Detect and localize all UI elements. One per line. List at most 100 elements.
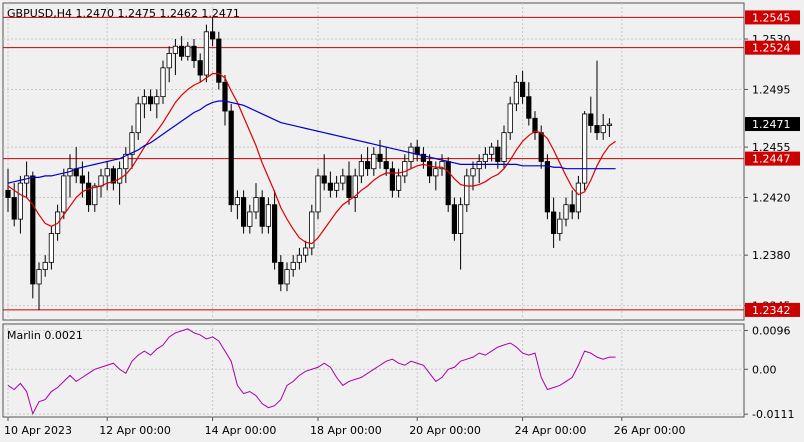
candle-body <box>197 60 203 76</box>
candle-body <box>538 132 544 162</box>
candle-body <box>240 197 247 227</box>
candle-body <box>247 211 253 227</box>
oscillator-polyline <box>7 328 616 416</box>
candle-body <box>141 96 147 105</box>
candle-body <box>228 110 234 206</box>
oscillator-title: Marlin 0.0021 <box>7 329 83 342</box>
candle-body <box>582 113 588 184</box>
candle-body <box>569 204 575 213</box>
level-tag <box>745 40 800 55</box>
osc-tick-label: 0.0096 <box>752 324 791 337</box>
candle-body <box>302 247 309 256</box>
candle-body <box>588 113 594 126</box>
candle-body <box>209 31 216 40</box>
candle-body <box>563 204 569 220</box>
candle-body <box>5 189 11 198</box>
candle-body <box>129 132 135 155</box>
candle-body <box>284 269 290 285</box>
candle-body <box>451 204 458 234</box>
candle-body <box>98 175 104 187</box>
candle-body <box>364 161 371 170</box>
candles <box>5 17 613 310</box>
candle-body <box>575 182 582 213</box>
candle-body <box>551 211 557 234</box>
candle-body <box>110 168 116 184</box>
candle-body <box>253 197 259 213</box>
candle-body <box>352 175 358 198</box>
moving-average-line <box>7 73 616 245</box>
price-tick-label: 1.2420 <box>752 192 791 205</box>
oscillator-panel-frame <box>2 323 745 418</box>
candle-body <box>526 96 532 119</box>
candle-body <box>482 153 489 162</box>
oscillator-axis: 0.0096 0.00 -0.0111 <box>744 324 794 421</box>
symbol-header: GBPUSD,H4 1.2470 1.2475 1.2462 1.2471 <box>7 7 240 20</box>
candle-body <box>271 204 278 263</box>
candle-body <box>290 261 296 270</box>
candle-body <box>389 168 396 191</box>
candle-body <box>606 123 613 126</box>
price-tick-label: 1.2380 <box>752 249 791 262</box>
candle-body <box>309 211 315 249</box>
candle-body <box>327 182 334 191</box>
candle-body <box>544 161 551 213</box>
candle-body <box>86 182 92 206</box>
current-price-tag <box>745 117 800 132</box>
candle-body <box>48 233 55 263</box>
candle-body <box>408 146 414 162</box>
price-tick-label: 1.2495 <box>752 83 791 96</box>
candle-body <box>234 197 240 206</box>
candle-body <box>457 204 464 234</box>
candle-body <box>172 45 178 54</box>
candle-body <box>464 175 470 206</box>
time-tick-label: 24 Apr 00:00 <box>515 424 587 437</box>
moving-averages <box>7 73 616 245</box>
candle-body <box>42 261 48 270</box>
candle-body <box>296 254 303 263</box>
candle-body <box>520 81 526 98</box>
level-tag <box>745 302 800 317</box>
candle-body <box>154 96 160 105</box>
candle-body <box>117 168 123 184</box>
candle-body <box>321 175 327 184</box>
candle-body <box>203 31 209 76</box>
candle-body <box>147 96 154 105</box>
candle-body <box>420 153 427 162</box>
candle-body <box>557 218 563 234</box>
candle-body <box>495 146 501 162</box>
time-tick-label: 20 Apr 00:00 <box>409 424 481 437</box>
price-panel[interactable]: GBPUSD,H4 1.2470 1.2475 1.2462 1.2471 <box>2 2 745 321</box>
osc-tick-label: 0.00 <box>752 363 777 376</box>
candle-body <box>507 103 513 134</box>
candle-body <box>340 175 346 184</box>
candle-body <box>265 204 272 227</box>
candle-body <box>166 53 172 69</box>
candle-body <box>358 161 365 177</box>
candle-body <box>594 125 600 134</box>
price-tag-labels: 1.2545 1.2524 1.2447 1.2342 1.2471 <box>745 10 800 317</box>
candle-body <box>470 168 476 177</box>
candle-body <box>445 161 451 206</box>
candle-body <box>216 38 222 83</box>
candle-body <box>439 161 445 170</box>
level-tag-label: 1.2545 <box>752 11 791 24</box>
candle-body <box>160 67 166 98</box>
candle-body <box>414 146 420 155</box>
oscillator-panel[interactable]: Marlin 0.0021 <box>2 323 745 418</box>
candle-body <box>600 125 606 134</box>
time-tick-label: 26 Apr 00:00 <box>614 424 686 437</box>
candle-body <box>513 81 520 105</box>
time-tick-label: 18 Apr 00:00 <box>310 424 382 437</box>
oscillator-grid <box>3 324 744 417</box>
level-tag <box>745 10 800 25</box>
candle-body <box>346 175 352 198</box>
candle-body <box>402 161 408 177</box>
moving-average-line <box>7 100 616 184</box>
level-tag <box>745 151 800 166</box>
candle-body <box>30 175 36 285</box>
osc-tick-label: -0.0111 <box>752 408 794 421</box>
price-tick-label: 1.2455 <box>752 141 791 154</box>
candle-body <box>185 45 191 57</box>
